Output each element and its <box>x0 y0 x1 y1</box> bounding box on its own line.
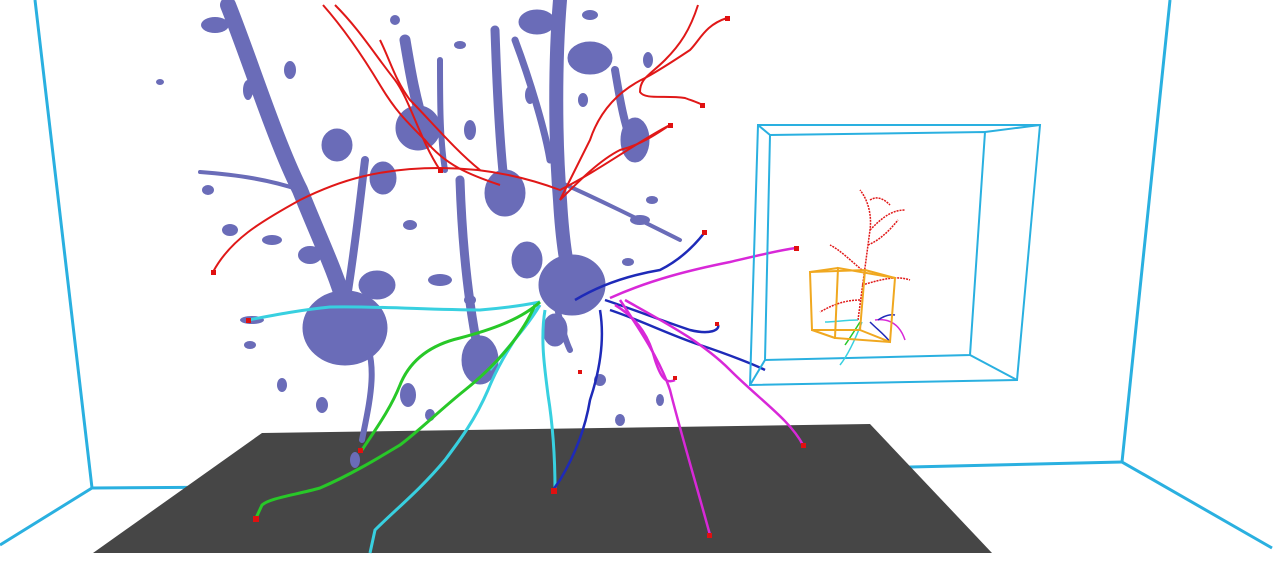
room-wireframe <box>0 0 1273 550</box>
neurite-traces-green <box>254 300 542 519</box>
inset-overview-box <box>748 124 1042 387</box>
neurite-traces-magenta <box>609 246 805 536</box>
trace-endpoints <box>211 16 806 538</box>
neuron-volume-render <box>156 0 682 468</box>
floor-plane <box>93 424 992 553</box>
